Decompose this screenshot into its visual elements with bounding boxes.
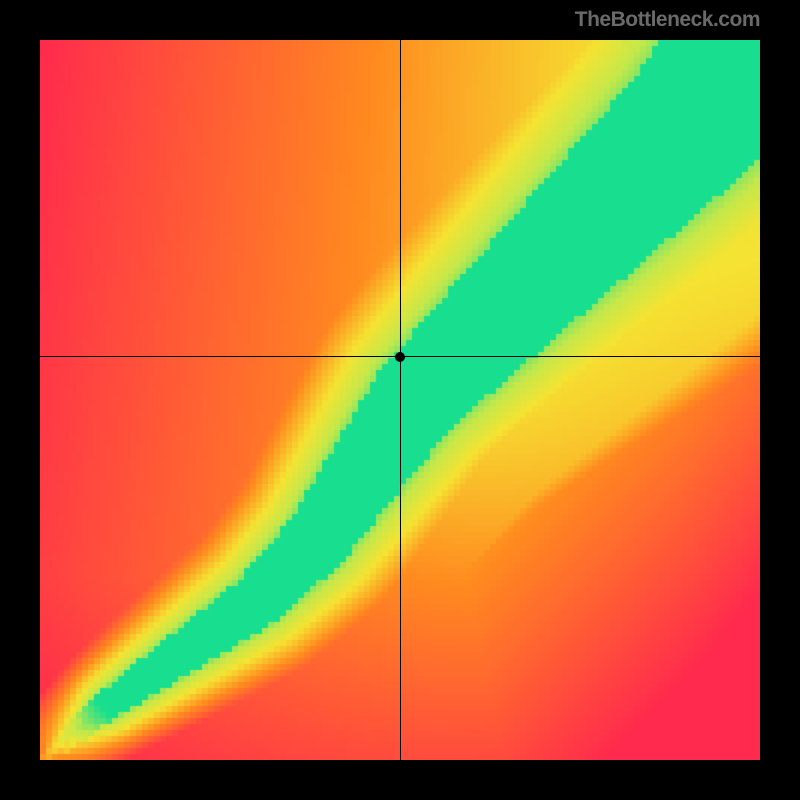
- crosshair-marker: [395, 352, 405, 362]
- plot-area: [40, 40, 760, 760]
- watermark-text: TheBottleneck.com: [575, 8, 760, 32]
- crosshair-vertical: [400, 40, 401, 760]
